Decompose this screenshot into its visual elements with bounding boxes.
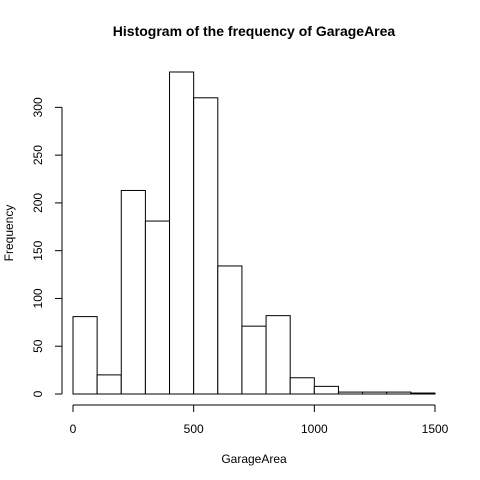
y-tick-label: 0 (31, 390, 45, 397)
histogram-bar (193, 97, 219, 395)
y-tick-label: 150 (31, 240, 45, 260)
x-axis: 0 500 1000 1500 (70, 404, 449, 436)
y-tick-label: 50 (31, 339, 45, 353)
y-tick-label: 250 (31, 145, 45, 165)
x-tick-label: 1500 (422, 422, 449, 436)
histogram-bar (362, 391, 388, 395)
histogram-bar (386, 391, 412, 395)
histogram-bar (72, 316, 98, 395)
y-tick-label: 200 (31, 193, 45, 213)
histogram-bar (410, 392, 436, 395)
histogram-bar (144, 220, 171, 395)
x-tick-label: 1000 (301, 422, 328, 436)
y-axis-label: Frequency (2, 205, 16, 262)
x-tick-label: 0 (70, 422, 77, 436)
y-tick-label: 100 (31, 288, 45, 308)
chart-title: Histogram of the frequency of GarageArea (113, 23, 396, 39)
histogram-bar (241, 325, 267, 395)
y-tick-label: 300 (31, 97, 45, 117)
histogram-bar (265, 315, 291, 395)
histogram-bar (96, 374, 122, 395)
histogram-bar (313, 385, 339, 395)
x-tick-label: 500 (184, 422, 204, 436)
histogram-bars (72, 71, 436, 395)
histogram-bar (120, 189, 146, 395)
x-axis-label: GarageArea (221, 452, 287, 466)
y-axis: 0 50 100 150 200 250 300 (31, 97, 63, 397)
histogram-bar (337, 391, 364, 395)
histogram-bar (289, 377, 315, 395)
histogram-bar (169, 71, 195, 395)
histogram-bar (217, 265, 243, 395)
